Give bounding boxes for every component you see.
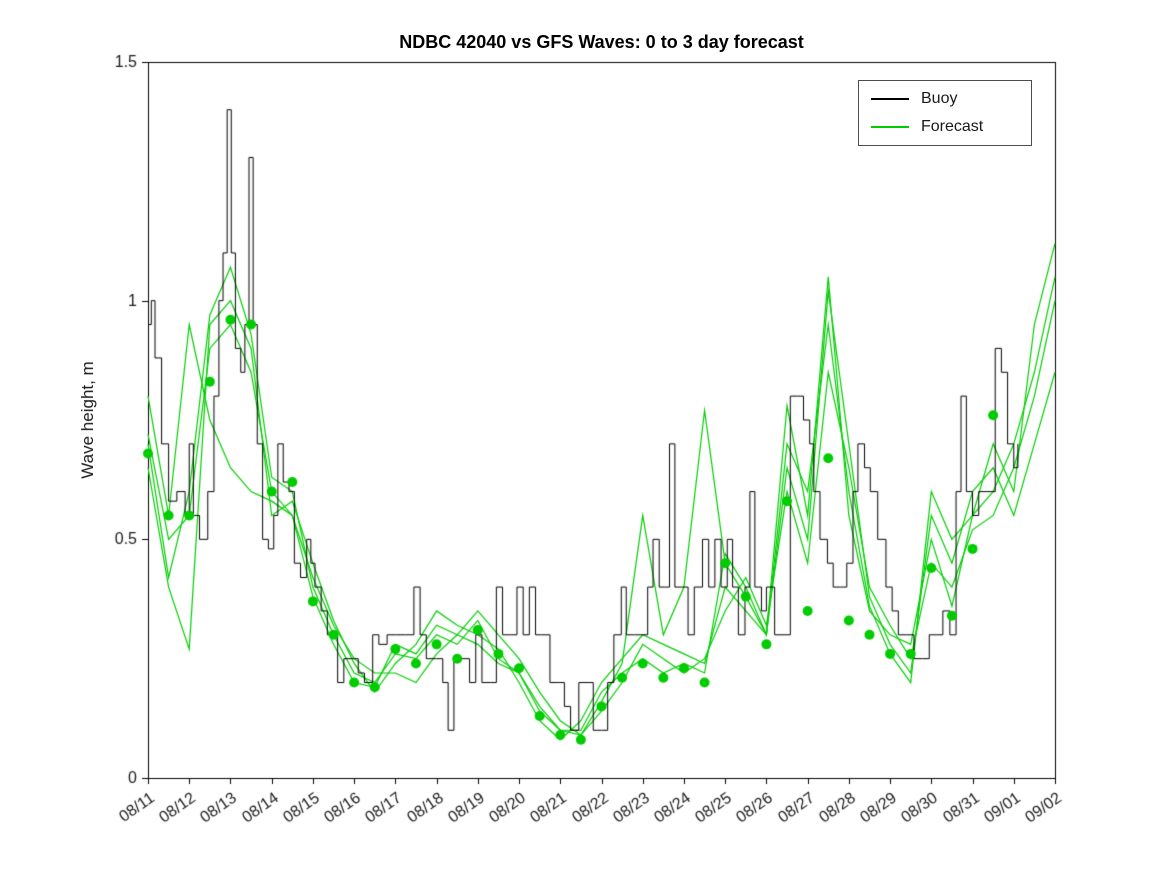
buoy-line-swatch — [871, 98, 909, 100]
legend-label-forecast: Forecast — [921, 118, 984, 135]
legend-item-buoy: Buoy — [871, 90, 1019, 108]
forecast-line-swatch — [871, 126, 909, 128]
y-axis-label: Wave height, m — [78, 361, 97, 479]
chart-title: NDBC 42040 vs GFS Waves: 0 to 3 day fore… — [399, 32, 804, 52]
legend: Buoy Forecast — [858, 80, 1032, 146]
legend-item-forecast: Forecast — [871, 118, 1019, 136]
legend-label-buoy: Buoy — [921, 90, 958, 107]
